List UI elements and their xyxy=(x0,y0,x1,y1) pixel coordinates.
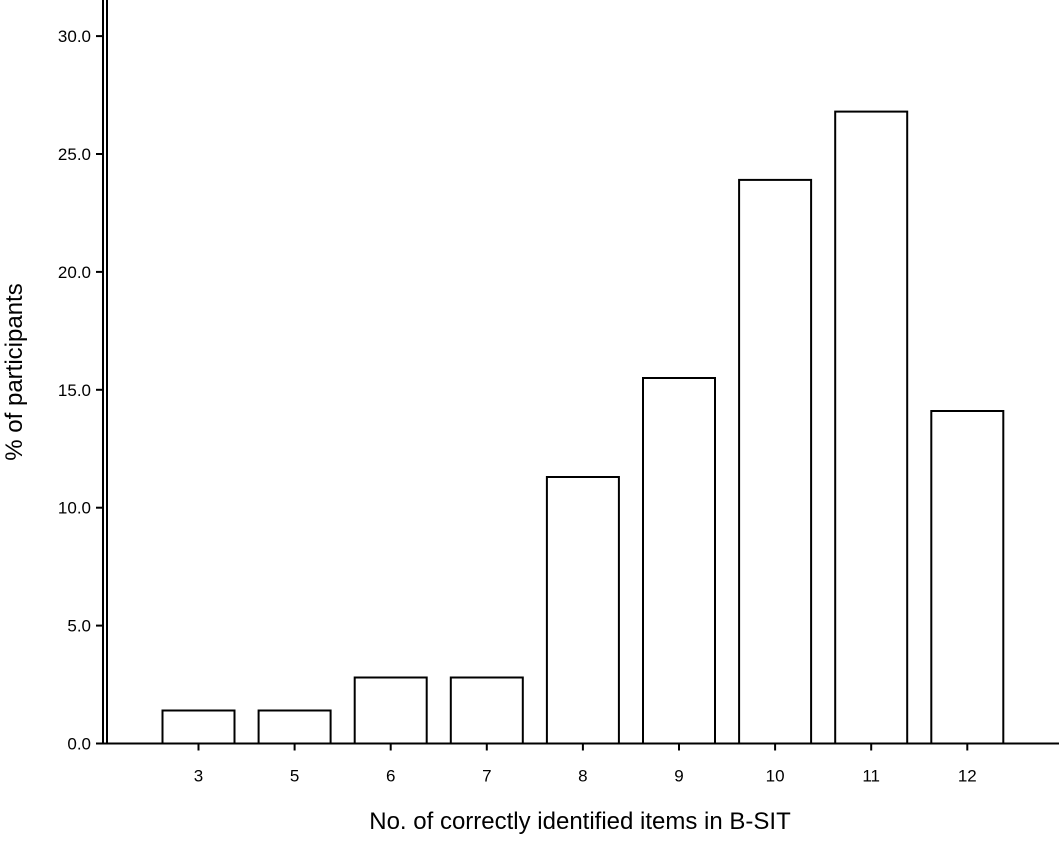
y-tick-label-5.0: 5.0 xyxy=(67,617,91,636)
bar-11 xyxy=(834,110,909,745)
x-tick-label-8: 8 xyxy=(578,767,587,786)
bar-12 xyxy=(930,410,1005,745)
y-tick-label-0.0: 0.0 xyxy=(67,735,91,754)
x-tick-label-10: 10 xyxy=(766,767,785,786)
x-tick-label-3: 3 xyxy=(194,767,203,786)
y-tick-label-20.0: 20.0 xyxy=(58,263,91,282)
y-tick-label-10.0: 10.0 xyxy=(58,499,91,518)
bar-6 xyxy=(353,676,428,745)
y-axis-title: % of participants xyxy=(1,283,28,460)
x-tick-label-9: 9 xyxy=(674,767,683,786)
x-axis-title: No. of correctly identified items in B-S… xyxy=(369,808,791,835)
x-tick-label-12: 12 xyxy=(958,767,977,786)
y-tick-label-15.0: 15.0 xyxy=(58,381,91,400)
bar-5 xyxy=(257,709,332,745)
x-axis-ticks: 3 5 6 7 8 9 10 11 12 xyxy=(194,743,977,786)
bars-group xyxy=(161,110,1005,745)
x-tick-label-11: 11 xyxy=(862,767,880,786)
bar-8 xyxy=(545,476,620,745)
bar-10 xyxy=(738,178,813,745)
x-tick-label-6: 6 xyxy=(386,767,395,786)
x-tick-label-7: 7 xyxy=(482,767,491,786)
x-tick-label-5: 5 xyxy=(290,767,299,786)
bar-3 xyxy=(161,709,236,745)
y-tick-label-25.0: 25.0 xyxy=(58,145,91,164)
bar-7 xyxy=(449,676,524,745)
bar-9 xyxy=(642,377,716,745)
y-axis-ticks: 0.0 5.0 10.0 15.0 20.0 25.0 30.0 xyxy=(58,27,103,754)
y-tick-label-30.0: 30.0 xyxy=(58,27,91,46)
y-axis xyxy=(102,0,108,744)
